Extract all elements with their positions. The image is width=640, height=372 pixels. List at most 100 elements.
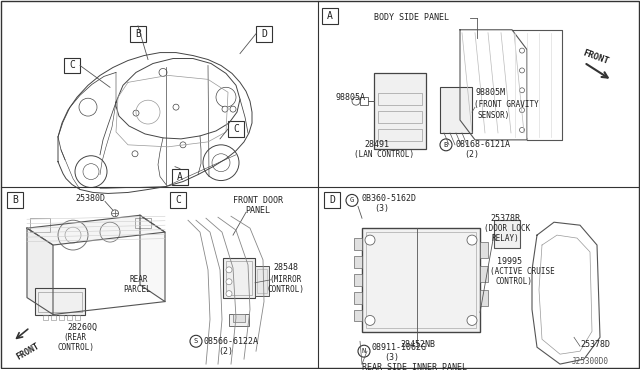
Text: (3): (3) <box>384 353 399 362</box>
Circle shape <box>467 315 477 326</box>
Bar <box>362 228 480 332</box>
Bar <box>378 129 422 141</box>
Circle shape <box>230 106 236 112</box>
Bar <box>378 93 422 105</box>
Text: PARCEL: PARCEL <box>123 285 151 294</box>
Bar <box>322 8 338 24</box>
Bar <box>223 258 255 298</box>
Text: G: G <box>350 198 354 203</box>
Polygon shape <box>27 228 53 314</box>
Text: (2): (2) <box>464 150 479 159</box>
Circle shape <box>365 315 375 326</box>
Text: FRONT DOOR: FRONT DOOR <box>233 196 283 205</box>
Bar <box>378 111 422 123</box>
Bar <box>38 292 82 311</box>
Circle shape <box>111 210 118 217</box>
Text: J25300D0: J25300D0 <box>572 357 609 366</box>
Text: FRONT: FRONT <box>582 49 611 66</box>
Bar <box>30 218 50 232</box>
Text: FRONT: FRONT <box>15 341 41 361</box>
Bar <box>51 315 56 320</box>
Circle shape <box>226 291 232 296</box>
Bar <box>354 310 362 321</box>
Circle shape <box>222 106 228 112</box>
Bar <box>324 192 340 208</box>
Bar <box>374 73 426 149</box>
Bar <box>257 269 267 293</box>
Bar <box>354 292 362 304</box>
Text: 08911-1062G: 08911-1062G <box>372 343 427 352</box>
Text: 08168-6121A: 08168-6121A <box>455 140 510 149</box>
Text: (3): (3) <box>374 204 389 213</box>
Text: SENSOR): SENSOR) <box>478 110 510 119</box>
Circle shape <box>226 279 232 285</box>
Text: 25380D: 25380D <box>75 194 105 203</box>
Bar <box>354 256 362 268</box>
Text: C: C <box>175 195 181 205</box>
Text: 98805M: 98805M <box>476 88 506 97</box>
Text: C: C <box>69 61 75 70</box>
Text: A: A <box>327 11 333 21</box>
Circle shape <box>226 267 232 273</box>
Circle shape <box>520 108 525 113</box>
Text: B: B <box>444 142 448 148</box>
Bar <box>256 26 272 42</box>
Bar <box>354 274 362 286</box>
Text: (FRONT GRAVITY: (FRONT GRAVITY <box>474 100 539 109</box>
Text: RELAY): RELAY) <box>492 234 520 243</box>
Text: CONTROL): CONTROL) <box>267 285 304 294</box>
Bar <box>35 288 85 315</box>
Bar <box>366 232 476 328</box>
Bar <box>75 315 80 320</box>
Text: D: D <box>261 29 267 39</box>
Bar <box>480 266 488 282</box>
Text: (DOOR LOCK: (DOOR LOCK <box>484 224 531 232</box>
Bar <box>43 315 48 320</box>
Bar <box>255 266 269 296</box>
Bar <box>130 26 146 42</box>
Text: D: D <box>329 195 335 205</box>
Bar <box>228 121 244 137</box>
Text: 08566-6122A: 08566-6122A <box>204 337 259 346</box>
Circle shape <box>520 68 525 73</box>
Text: 25378R: 25378R <box>490 214 520 223</box>
Circle shape <box>520 128 525 132</box>
Text: REAR: REAR <box>130 275 148 284</box>
Text: (2): (2) <box>218 347 233 356</box>
Bar <box>480 242 488 258</box>
Text: (ACTIVE CRUISE: (ACTIVE CRUISE <box>490 267 555 276</box>
Text: CONTROL): CONTROL) <box>57 343 94 352</box>
Text: N: N <box>362 348 366 354</box>
Bar <box>360 97 368 105</box>
Bar <box>226 261 252 295</box>
Text: (LAN CONTROL): (LAN CONTROL) <box>354 150 414 159</box>
Text: BODY SIDE PANEL: BODY SIDE PANEL <box>374 13 449 22</box>
Text: 28452NB: 28452NB <box>400 340 435 349</box>
Text: C: C <box>233 124 239 134</box>
Text: 28260Q: 28260Q <box>67 323 97 332</box>
Bar <box>135 218 151 228</box>
Text: 19995: 19995 <box>497 257 522 266</box>
Text: 28548: 28548 <box>273 263 298 272</box>
Text: (REAR: (REAR <box>63 333 86 342</box>
Circle shape <box>180 142 186 148</box>
Text: CONTROL): CONTROL) <box>496 277 533 286</box>
Bar <box>59 315 64 320</box>
Circle shape <box>173 104 179 110</box>
Text: (MIRROR: (MIRROR <box>269 275 301 284</box>
Bar <box>67 315 72 320</box>
Bar <box>354 238 362 250</box>
Polygon shape <box>27 215 165 245</box>
Circle shape <box>467 235 477 245</box>
Circle shape <box>132 151 138 157</box>
Text: A: A <box>177 171 183 182</box>
Circle shape <box>365 235 375 245</box>
Bar <box>229 314 249 326</box>
Bar <box>494 220 520 248</box>
Circle shape <box>520 88 525 93</box>
Text: 0B360-5162D: 0B360-5162D <box>362 194 417 203</box>
Bar <box>440 87 472 133</box>
Circle shape <box>520 48 525 53</box>
Text: B: B <box>135 29 141 39</box>
Text: 98805A: 98805A <box>336 93 366 102</box>
